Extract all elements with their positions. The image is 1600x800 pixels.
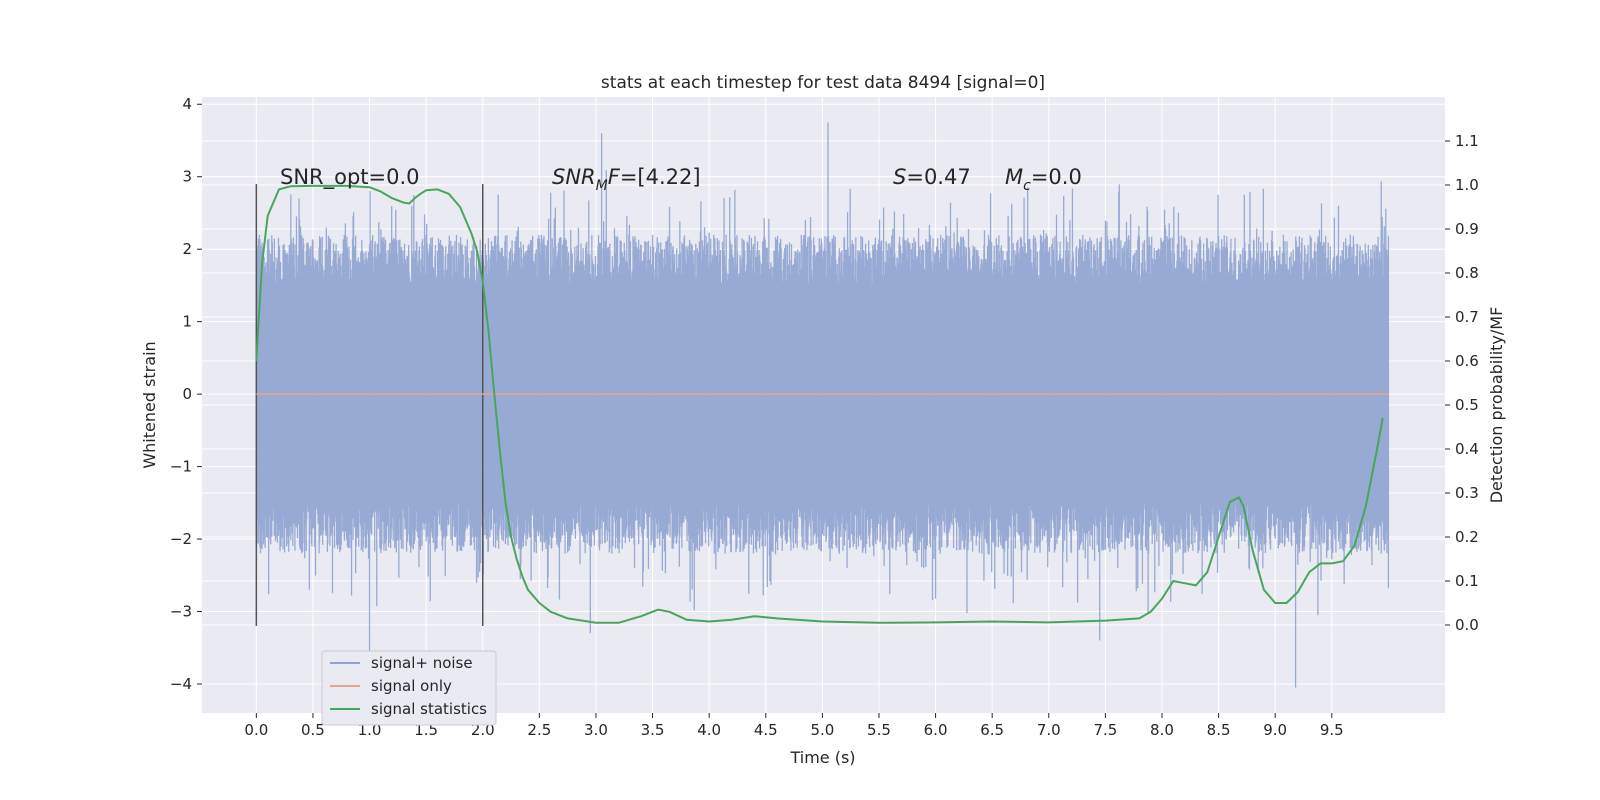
legend-label-signal-only: signal only: [371, 677, 452, 695]
legend-label-signal-statistics: signal statistics: [371, 700, 487, 718]
x-tick-label: 9.5: [1320, 721, 1344, 739]
y-left-tick-label: −1: [170, 458, 192, 476]
x-tick-label: 0.0: [244, 721, 268, 739]
y-right-tick-label: 0.5: [1455, 396, 1479, 414]
y-left-tick-label: 1: [182, 313, 192, 331]
y-left-axis-ticks: −4 −3 −2 −1 0 1 2 3 4: [170, 95, 202, 693]
y-right-axis-label: Detection probability/MF: [1487, 307, 1506, 504]
annotation-snr-mf: SNRMF=[4.22]: [552, 165, 701, 194]
window-markers: [255, 183, 484, 627]
x-tick-label: 5.5: [867, 721, 891, 739]
annotation-s: S=0.47: [893, 165, 971, 189]
signal-statistics-line: [255, 184, 1384, 624]
y-left-tick-label: −2: [170, 530, 192, 548]
x-tick-label: 8.5: [1207, 721, 1231, 739]
x-axis-ticks: 0.0 0.5 1.0 1.5 2.0 2.5 3.0 3.5 4.0 4.5 5.0 5.5 6.0 6…: [244, 713, 1344, 739]
legend: signal+ noise signal only signal statist…: [321, 650, 497, 726]
y-right-tick-label: 0.2: [1455, 528, 1479, 546]
x-tick-label: 6.0: [924, 721, 948, 739]
y-left-tick-label: 0: [182, 385, 192, 403]
x-tick-label: 2.5: [527, 721, 551, 739]
x-tick-label: 6.5: [980, 721, 1004, 739]
y-right-tick-label: 0.9: [1455, 220, 1479, 238]
y-left-tick-label: −4: [170, 675, 192, 693]
x-tick-label: 5.0: [810, 721, 834, 739]
y-right-tick-label: 0.6: [1455, 352, 1479, 370]
y-right-tick-label: 0.4: [1455, 440, 1479, 458]
annotation-snr-opt: SNR_opt=0.0: [280, 165, 420, 190]
x-tick-label: 3.0: [584, 721, 608, 739]
annotation-mc: Mc=0.0: [1005, 165, 1082, 194]
chart-title: stats at each timestep for test data 849…: [601, 73, 1045, 93]
x-tick-label: 4.0: [697, 721, 721, 739]
line-series: [255, 184, 1389, 624]
y-right-tick-label: 0.7: [1455, 308, 1479, 326]
y-left-tick-label: 3: [182, 168, 192, 186]
legend-box: [321, 650, 497, 726]
annotations: SNR_opt=0.0 SNRMF=[4.22] S=0.47 Mc=0.0: [280, 165, 1082, 194]
legend-label-signal-noise: signal+ noise: [371, 654, 473, 672]
y-left-tick-label: 2: [182, 240, 192, 258]
y-left-tick-label: 4: [182, 95, 192, 113]
y-right-tick-label: 0.3: [1455, 484, 1479, 502]
x-tick-label: 4.5: [754, 721, 778, 739]
x-tick-label: 7.0: [1037, 721, 1061, 739]
y-right-tick-label: 1.1: [1455, 132, 1479, 150]
y-left-axis-label: Whitened strain: [140, 341, 159, 468]
x-axis-label: Time (s): [789, 748, 855, 767]
x-tick-label: 3.5: [641, 721, 665, 739]
y-right-axis-ticks: 0.0 0.1 0.2 0.3 0.4 0.5 0.6 0.7 0.8 0.9 1.0 1.1: [1445, 132, 1479, 634]
y-left-tick-label: −3: [170, 603, 192, 621]
x-tick-label: 7.5: [1093, 721, 1117, 739]
y-right-tick-label: 1.0: [1455, 176, 1479, 194]
y-right-tick-label: 0.8: [1455, 264, 1479, 282]
y-right-tick-label: 0.1: [1455, 572, 1479, 590]
y-right-tick-label: 0.0: [1455, 616, 1479, 634]
x-tick-label: 0.5: [301, 721, 325, 739]
x-tick-label: 9.0: [1263, 721, 1287, 739]
x-tick-label: 8.0: [1150, 721, 1174, 739]
